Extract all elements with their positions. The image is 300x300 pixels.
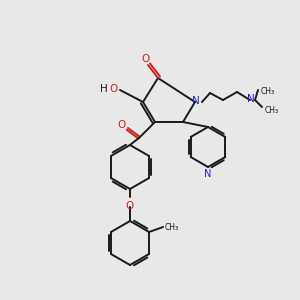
Text: CH₃: CH₃ [261,86,275,95]
Text: CH₃: CH₃ [165,223,179,232]
Text: H: H [100,84,108,94]
Text: O: O [118,120,126,130]
Text: O: O [110,84,118,94]
Text: N: N [192,96,200,106]
Text: CH₃: CH₃ [265,106,279,115]
Text: N: N [204,169,212,179]
Text: N: N [247,94,255,104]
Text: O: O [126,201,134,211]
Text: O: O [141,54,149,64]
